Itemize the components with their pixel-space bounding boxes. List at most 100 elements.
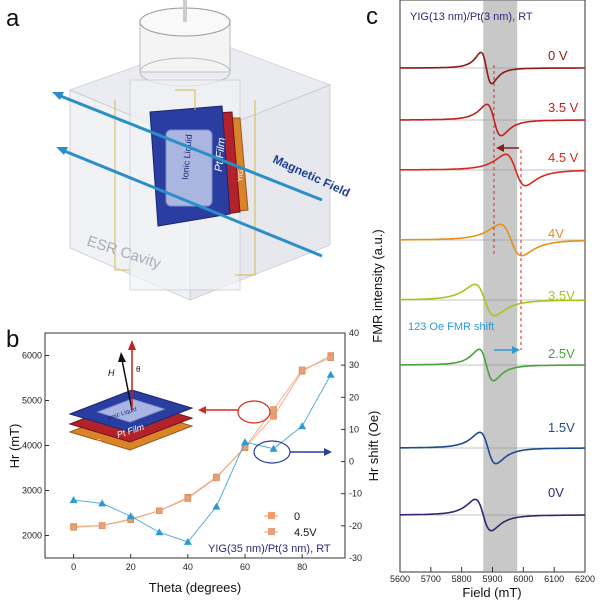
x-tick-label: 40 xyxy=(183,562,193,572)
data-point xyxy=(326,370,335,378)
panel-a: a Ionic Liquid Pt Film YIG xyxy=(6,0,352,301)
fmr-curve-4 xyxy=(400,283,585,317)
panel-b-y-axis-label: Hr (mT) xyxy=(7,424,22,469)
y2-tick-label: 10 xyxy=(349,424,359,434)
x-tick-label: 20 xyxy=(126,562,136,572)
y-tick-label: 4000 xyxy=(22,441,42,451)
panel-c-sample-label: YIG(13 nm)/Pt(3 nm), RT xyxy=(410,11,533,23)
y2-tick-label: 20 xyxy=(349,392,359,402)
callout-ellipse-blue xyxy=(253,440,291,464)
data-point xyxy=(69,496,78,504)
panel-b-left-ticks: 2000 3000 4000 5000 6000 xyxy=(22,351,49,541)
y2-tick-label: 30 xyxy=(349,360,359,370)
y2-tick-label: -30 xyxy=(349,553,362,563)
series-label: 3.5V xyxy=(548,288,575,303)
data-point xyxy=(98,522,106,529)
data-point xyxy=(98,499,107,507)
data-point xyxy=(183,537,192,545)
callout-ellipse-red xyxy=(237,400,271,424)
x-tick-label: 0 xyxy=(71,562,76,572)
panel-b-x-axis-label: Theta (degrees) xyxy=(149,580,242,595)
panel-c-shaded-band xyxy=(483,1,518,571)
data-point xyxy=(269,444,278,452)
x-tick-label: 80 xyxy=(297,562,307,572)
series-label: 3.5 V xyxy=(548,100,579,115)
series-label: 4V xyxy=(548,226,564,241)
pt-film-label: Pt Film xyxy=(213,137,228,172)
panel-a-letter: a xyxy=(6,5,20,32)
panel-c-series: 0 V 3.5 V 4.5 V 4V 3.5V 2.5V 1.5V 0V xyxy=(399,48,586,532)
x-tick-label: 6200 xyxy=(575,574,595,584)
y2-tick-label: 0 xyxy=(349,457,354,467)
x-tick-label: 5700 xyxy=(421,574,441,584)
shift-arrowhead-blue xyxy=(512,346,520,354)
x-tick-label: 5800 xyxy=(452,574,472,584)
fmr-curve-1 xyxy=(400,103,585,137)
panel-b-y2-axis-label: Hr shift (Oe) xyxy=(366,411,381,482)
series-line-2 xyxy=(73,374,332,543)
data-point xyxy=(184,495,192,502)
inset-h-label: H xyxy=(108,368,115,378)
panel-b-letter: b xyxy=(6,326,19,353)
data-point xyxy=(212,502,221,510)
data-point xyxy=(155,528,164,536)
data-point xyxy=(156,507,163,514)
x-tick-label: 6000 xyxy=(513,574,533,584)
series-label: 0 V xyxy=(548,48,568,63)
series-label: 1.5V xyxy=(548,420,575,435)
panel-c-x-ticks: 5600 5700 5800 5900 6000 6100 6200 xyxy=(390,567,595,584)
fmr-curve-3 xyxy=(400,223,585,257)
x-tick-label: 60 xyxy=(240,562,250,572)
inset-yig-label: YIG xyxy=(91,439,103,448)
data-point xyxy=(298,366,306,374)
callout-arrowhead-red xyxy=(198,406,206,414)
fmr-curve-6 xyxy=(400,431,585,465)
fmr-curve-5 xyxy=(400,348,585,382)
y2-tick-label: -10 xyxy=(349,489,362,499)
panel-b-right-ticks: -30 -20 -10 0 10 20 30 40 xyxy=(341,328,362,563)
panel-c-shift-label: 123 Oe FMR shift xyxy=(408,321,494,333)
fmr-curve-2 xyxy=(399,153,586,187)
esr-cavity-illustration: Ionic Liquid Pt Film YIG Magnetic Field … xyxy=(52,0,352,301)
legend-marker-45 xyxy=(268,528,275,535)
panel-c-letter: c xyxy=(366,3,378,30)
y-tick-label: 2000 xyxy=(22,531,42,541)
data-point xyxy=(327,354,334,361)
panel-b-x-ticks: 0 20 40 60 80 xyxy=(71,554,307,572)
panel-c-x-axis-label: Field (mT) xyxy=(462,585,521,600)
data-point xyxy=(70,524,77,531)
data-point xyxy=(270,406,277,413)
data-point xyxy=(298,422,307,430)
yig-label: YIG xyxy=(237,170,245,183)
callout-arrowhead-blue xyxy=(324,448,332,456)
x-tick-label: 5900 xyxy=(482,574,502,584)
y-tick-label: 3000 xyxy=(22,486,42,496)
y2-tick-label: 40 xyxy=(349,328,359,338)
panel-b-inset-sample: H θ Pt Film Ionic Liquid YIG xyxy=(68,340,194,451)
panel-c-y-axis-label: FMR intensity (a.u.) xyxy=(370,229,385,342)
series-label: 2.5V xyxy=(548,346,575,361)
fmr-curve-7 xyxy=(400,498,585,532)
data-point xyxy=(213,474,220,482)
y-tick-label: 5000 xyxy=(22,396,42,406)
legend-label-45: 4.5V xyxy=(294,527,317,539)
legend-label-0: 0 xyxy=(294,511,300,523)
panel-c: c 0 V 3.5 V 4.5 V 4V 3.5V 2.5V 1.5V 0V 5600 5700… xyxy=(366,0,595,600)
series-label: 0V xyxy=(548,485,564,500)
panel-b-series xyxy=(69,352,335,545)
shift-arrowhead-red xyxy=(496,144,504,152)
x-tick-label: 6100 xyxy=(544,574,564,584)
y2-tick-label: -20 xyxy=(349,521,362,531)
data-point xyxy=(126,512,135,520)
inset-theta-label: θ xyxy=(136,365,141,374)
y-tick-label: 6000 xyxy=(22,351,42,361)
panel-b-legend: 0 4.5V xyxy=(264,511,317,539)
data-point xyxy=(241,438,249,446)
series-line-1 xyxy=(73,357,331,528)
series-label: 4.5 V xyxy=(548,150,579,165)
x-tick-label: 5600 xyxy=(390,574,410,584)
panel-b-sample-label: YIG(35 nm)/Pt(3 nm), RT xyxy=(208,543,331,555)
fmr-curve-0 xyxy=(400,51,585,85)
